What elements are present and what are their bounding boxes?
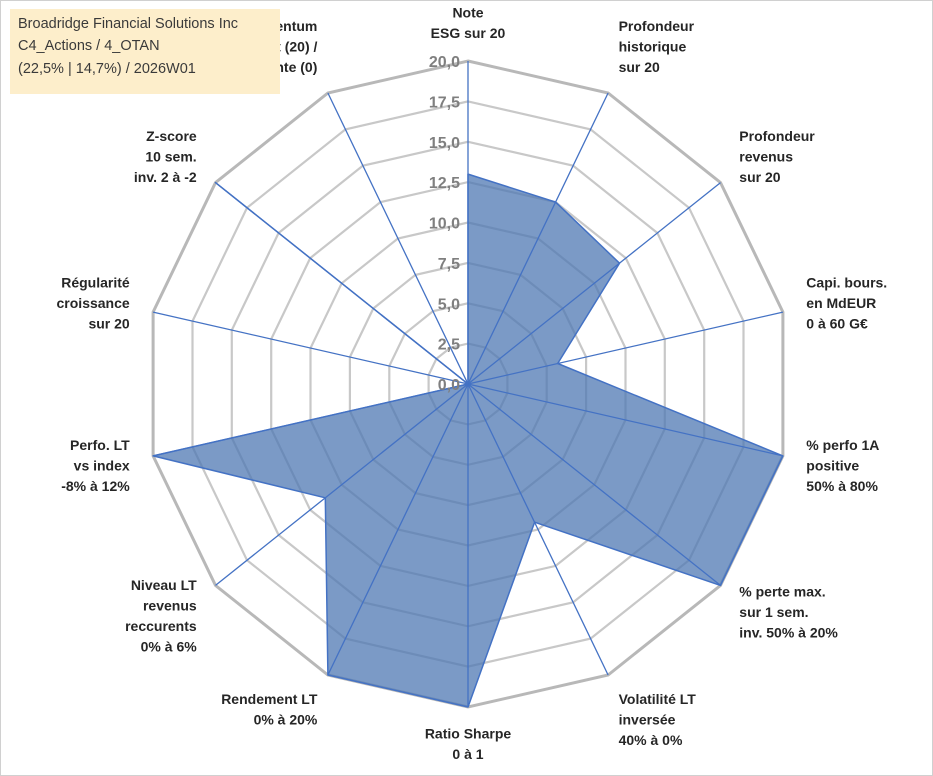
category-label-7: Ratio Sharpe 0 à 1 xyxy=(425,725,512,762)
tick-label-8: 20,0 xyxy=(429,54,460,71)
category-label-3: Capi. bours. en MdEUR 0 à 60 G€ xyxy=(806,274,887,331)
spoke-8 xyxy=(327,383,469,676)
performance-stats: (22,5% | 14,7%) / 2026W01 xyxy=(18,60,196,77)
spoke-2 xyxy=(467,182,721,385)
category-labels: Note ESG sur 20 Profondeur historique sur 20… xyxy=(57,4,888,762)
spoke-11 xyxy=(152,311,469,385)
spoke-13 xyxy=(327,92,469,385)
tick-label-7: 17,5 xyxy=(429,94,460,111)
spoke-4 xyxy=(467,383,784,457)
spoke-12 xyxy=(215,182,469,385)
tick-label-2: 5,0 xyxy=(438,296,460,313)
spoke-1 xyxy=(467,92,609,385)
category-label-8: Rendement LT 0% à 20% xyxy=(221,691,318,728)
spoke-10 xyxy=(152,383,469,457)
category-label-6: Volatilité LT inversée 40% à 0% xyxy=(619,691,697,748)
info-box: Broadridge Financial Solutions Inc C4_Ac… xyxy=(10,9,280,94)
portfolio-name: C4_Actions / 4_OTAN xyxy=(18,38,160,55)
tick-label-5: 12,5 xyxy=(429,175,460,192)
category-label-10: Perfo. LT vs index -8% à 12% xyxy=(61,437,130,494)
radar-spokes xyxy=(152,61,784,707)
category-label-11: Régularité croissance sur 20 xyxy=(57,274,130,331)
category-label-2: Profondeur revenus sur 20 xyxy=(739,128,815,185)
category-label-9: Niveau LT revenus reccurents 0% à 6% xyxy=(125,577,197,655)
tick-label-3: 7,5 xyxy=(438,256,460,273)
company-name: Broadridge Financial Solutions Inc xyxy=(18,16,239,32)
category-label-1: Profondeur historique sur 20 xyxy=(619,18,695,75)
category-label-5: % perte max. sur 1 sem. inv. 50% à 20% xyxy=(739,584,838,641)
tick-label-6: 15,0 xyxy=(429,135,460,152)
spoke-5 xyxy=(467,383,721,586)
spoke-9 xyxy=(215,383,469,586)
tick-label-0: 0,0 xyxy=(438,377,460,394)
radial-tick-labels: 0,0 2,5 5,0 7,5 10,0 12,5 15,0 17,5 20,0 xyxy=(429,54,460,394)
tick-label-1: 2,5 xyxy=(438,337,460,354)
category-label-12: Z-score 10 sem. inv. 2 à -2 xyxy=(134,128,197,185)
tick-label-4: 10,0 xyxy=(429,216,460,233)
category-label-0: Note ESG sur 20 xyxy=(431,4,506,41)
spoke-3 xyxy=(467,311,784,385)
spoke-6 xyxy=(467,383,609,676)
category-label-4: % perfo 1A positive 50% à 80% xyxy=(806,437,879,494)
